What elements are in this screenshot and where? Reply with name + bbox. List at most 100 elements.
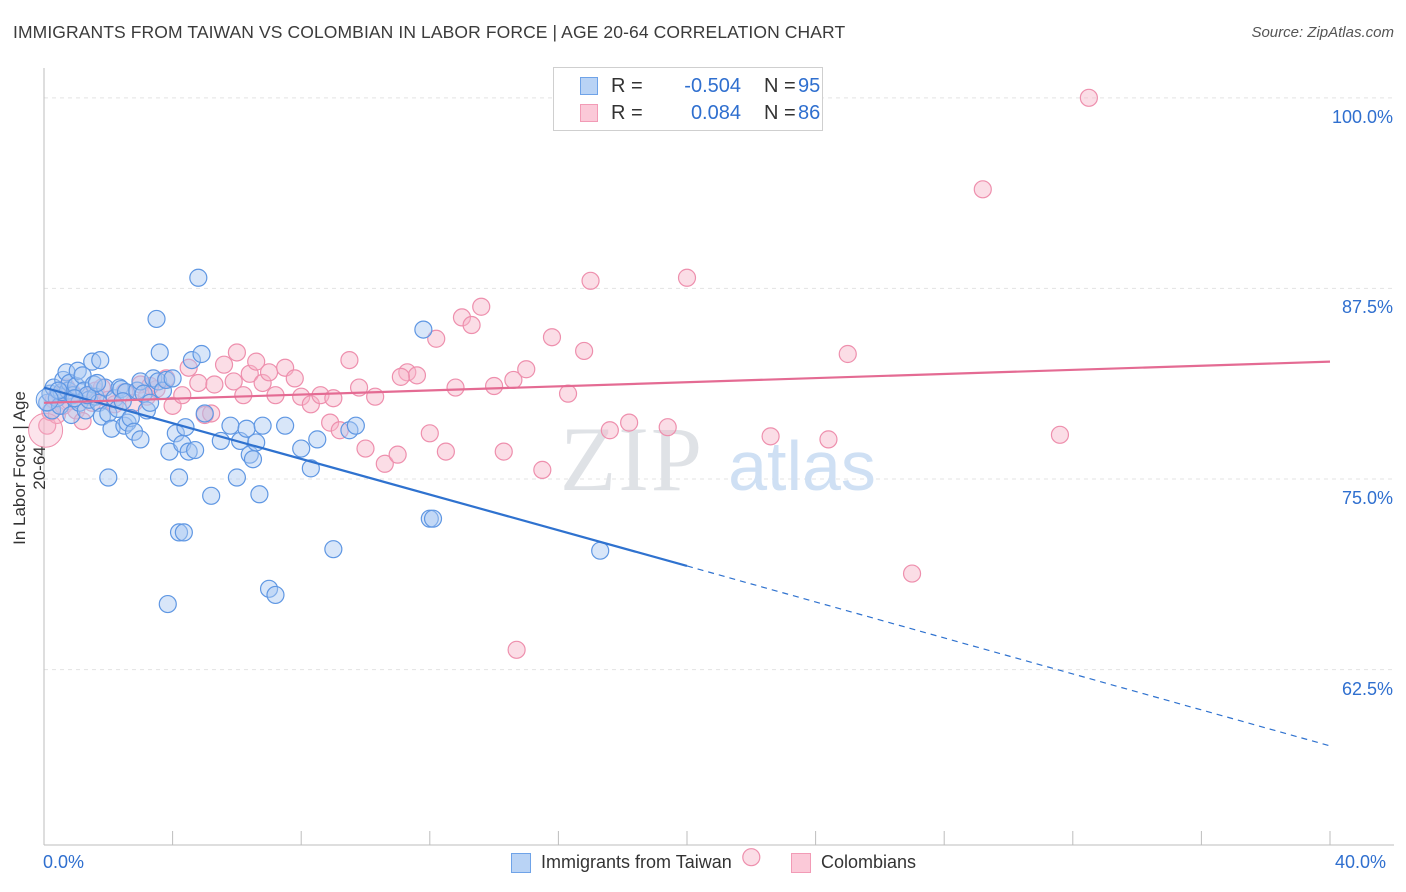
colombians-point	[600, 421, 619, 440]
colombians-point	[224, 372, 243, 391]
y-tick-label: 75.0%	[1341, 488, 1393, 509]
taiwan-point	[131, 430, 150, 449]
colombians-point	[517, 360, 536, 379]
colombians-point	[494, 442, 513, 461]
colombians-point	[189, 373, 208, 393]
colombians-point	[1050, 425, 1070, 444]
colombians-point	[259, 363, 279, 382]
colombians-point	[472, 297, 491, 316]
watermark-atlas: atlas	[728, 427, 876, 505]
n-value-colombians: 86	[798, 102, 821, 124]
colombians-point	[485, 376, 504, 396]
chart-title: IMMIGRANTS FROM TAIWAN VS COLOMBIAN IN L…	[13, 22, 846, 42]
x-tick-label-min: 0.0%	[43, 852, 85, 872]
taiwan-point	[174, 523, 193, 542]
taiwan-point	[266, 585, 285, 605]
trend-lines	[43, 360, 1331, 747]
taiwan-point	[157, 370, 176, 390]
taiwan-point	[243, 450, 263, 469]
y-tick-label: 87.5%	[1341, 297, 1393, 318]
colombians-point	[742, 848, 761, 867]
taiwan-point	[91, 350, 110, 370]
colombians-trend-line	[43, 360, 1331, 404]
taiwan-point	[276, 416, 295, 435]
taiwan-point	[99, 468, 118, 487]
taiwan-point	[346, 416, 365, 435]
colombians-point	[247, 352, 266, 371]
y-axis-title: In Labor Force | Age 20-64	[10, 391, 49, 545]
taiwan-point	[158, 594, 177, 614]
n-value-taiwan: 95	[798, 75, 821, 97]
colombians-point	[292, 387, 311, 406]
taiwan-point	[308, 430, 327, 449]
watermark-zip: ZIP	[560, 408, 704, 510]
taiwan-point	[423, 509, 443, 528]
colombians-point	[340, 350, 359, 370]
taiwan-point	[301, 459, 320, 478]
taiwan-point	[192, 344, 211, 364]
taiwan-point	[140, 393, 160, 412]
colombians-point	[391, 367, 410, 386]
colombians-cluster-point	[28, 412, 64, 448]
taiwan-point	[292, 439, 311, 458]
colombians-point	[902, 564, 922, 583]
y-tick-label: 100.0%	[1331, 106, 1393, 127]
colombians-point	[427, 329, 446, 348]
colombians-point	[558, 384, 578, 403]
taiwan-point	[169, 523, 189, 542]
taiwan-point	[189, 268, 208, 287]
taiwan-point	[169, 468, 189, 487]
n-label: N =	[764, 75, 796, 97]
r-value-taiwan: -0.504	[684, 75, 741, 97]
colombians-point	[388, 445, 407, 464]
colombians-point	[407, 366, 427, 385]
x-tick-label-max: 40.0%	[1335, 852, 1387, 872]
colombians-point	[285, 369, 304, 388]
colombians-point	[1079, 88, 1098, 107]
taiwan-point	[186, 440, 205, 460]
colombians-point	[227, 343, 246, 362]
colombians-point	[533, 460, 552, 479]
y-tick-label: 62.5%	[1341, 678, 1393, 699]
colombians-point	[446, 378, 465, 397]
n-label: N =	[764, 102, 796, 124]
taiwan-point	[227, 468, 246, 487]
colombians-point	[575, 341, 594, 361]
taiwan-point	[324, 540, 343, 559]
taiwan-point	[163, 369, 182, 388]
colombians-point	[658, 418, 677, 437]
colombians-point	[366, 387, 385, 406]
colombians-point	[542, 328, 562, 347]
colombians-point	[173, 386, 192, 405]
colombians-point	[375, 454, 394, 473]
colombians-point	[253, 373, 272, 393]
correlation-legend: R = -0.504 N = 95 R = 0.084 N = 86	[553, 67, 823, 131]
colombians-point	[436, 442, 455, 461]
taiwan-legend-swatch	[511, 853, 531, 873]
taiwan-point	[591, 541, 610, 560]
legend-label-taiwan: Immigrants from Taiwan	[541, 852, 732, 872]
taiwan-point	[150, 343, 169, 362]
colombians-point	[677, 268, 697, 287]
colombians-point	[420, 424, 439, 443]
colombians-point	[452, 308, 472, 327]
colombians-point	[838, 344, 857, 364]
taiwan-points	[35, 268, 610, 614]
colombians-legend-swatch	[791, 853, 811, 873]
taiwan-point	[115, 416, 134, 435]
colombians-point	[301, 395, 320, 414]
taiwan-point	[87, 373, 107, 393]
taiwan-point	[124, 422, 144, 441]
taiwan-point	[195, 404, 214, 423]
taiwan-point	[253, 416, 272, 435]
taiwan-point	[179, 442, 198, 461]
taiwan-point	[202, 486, 221, 505]
colombians-point	[205, 375, 224, 394]
colombians-swatch	[580, 104, 598, 122]
r-label: R =	[611, 75, 643, 97]
taiwan-trend-line	[43, 386, 688, 568]
axes	[43, 68, 1394, 846]
colombians-point	[620, 413, 639, 432]
colombians-point	[507, 640, 526, 659]
gridlines	[44, 97, 1394, 671]
